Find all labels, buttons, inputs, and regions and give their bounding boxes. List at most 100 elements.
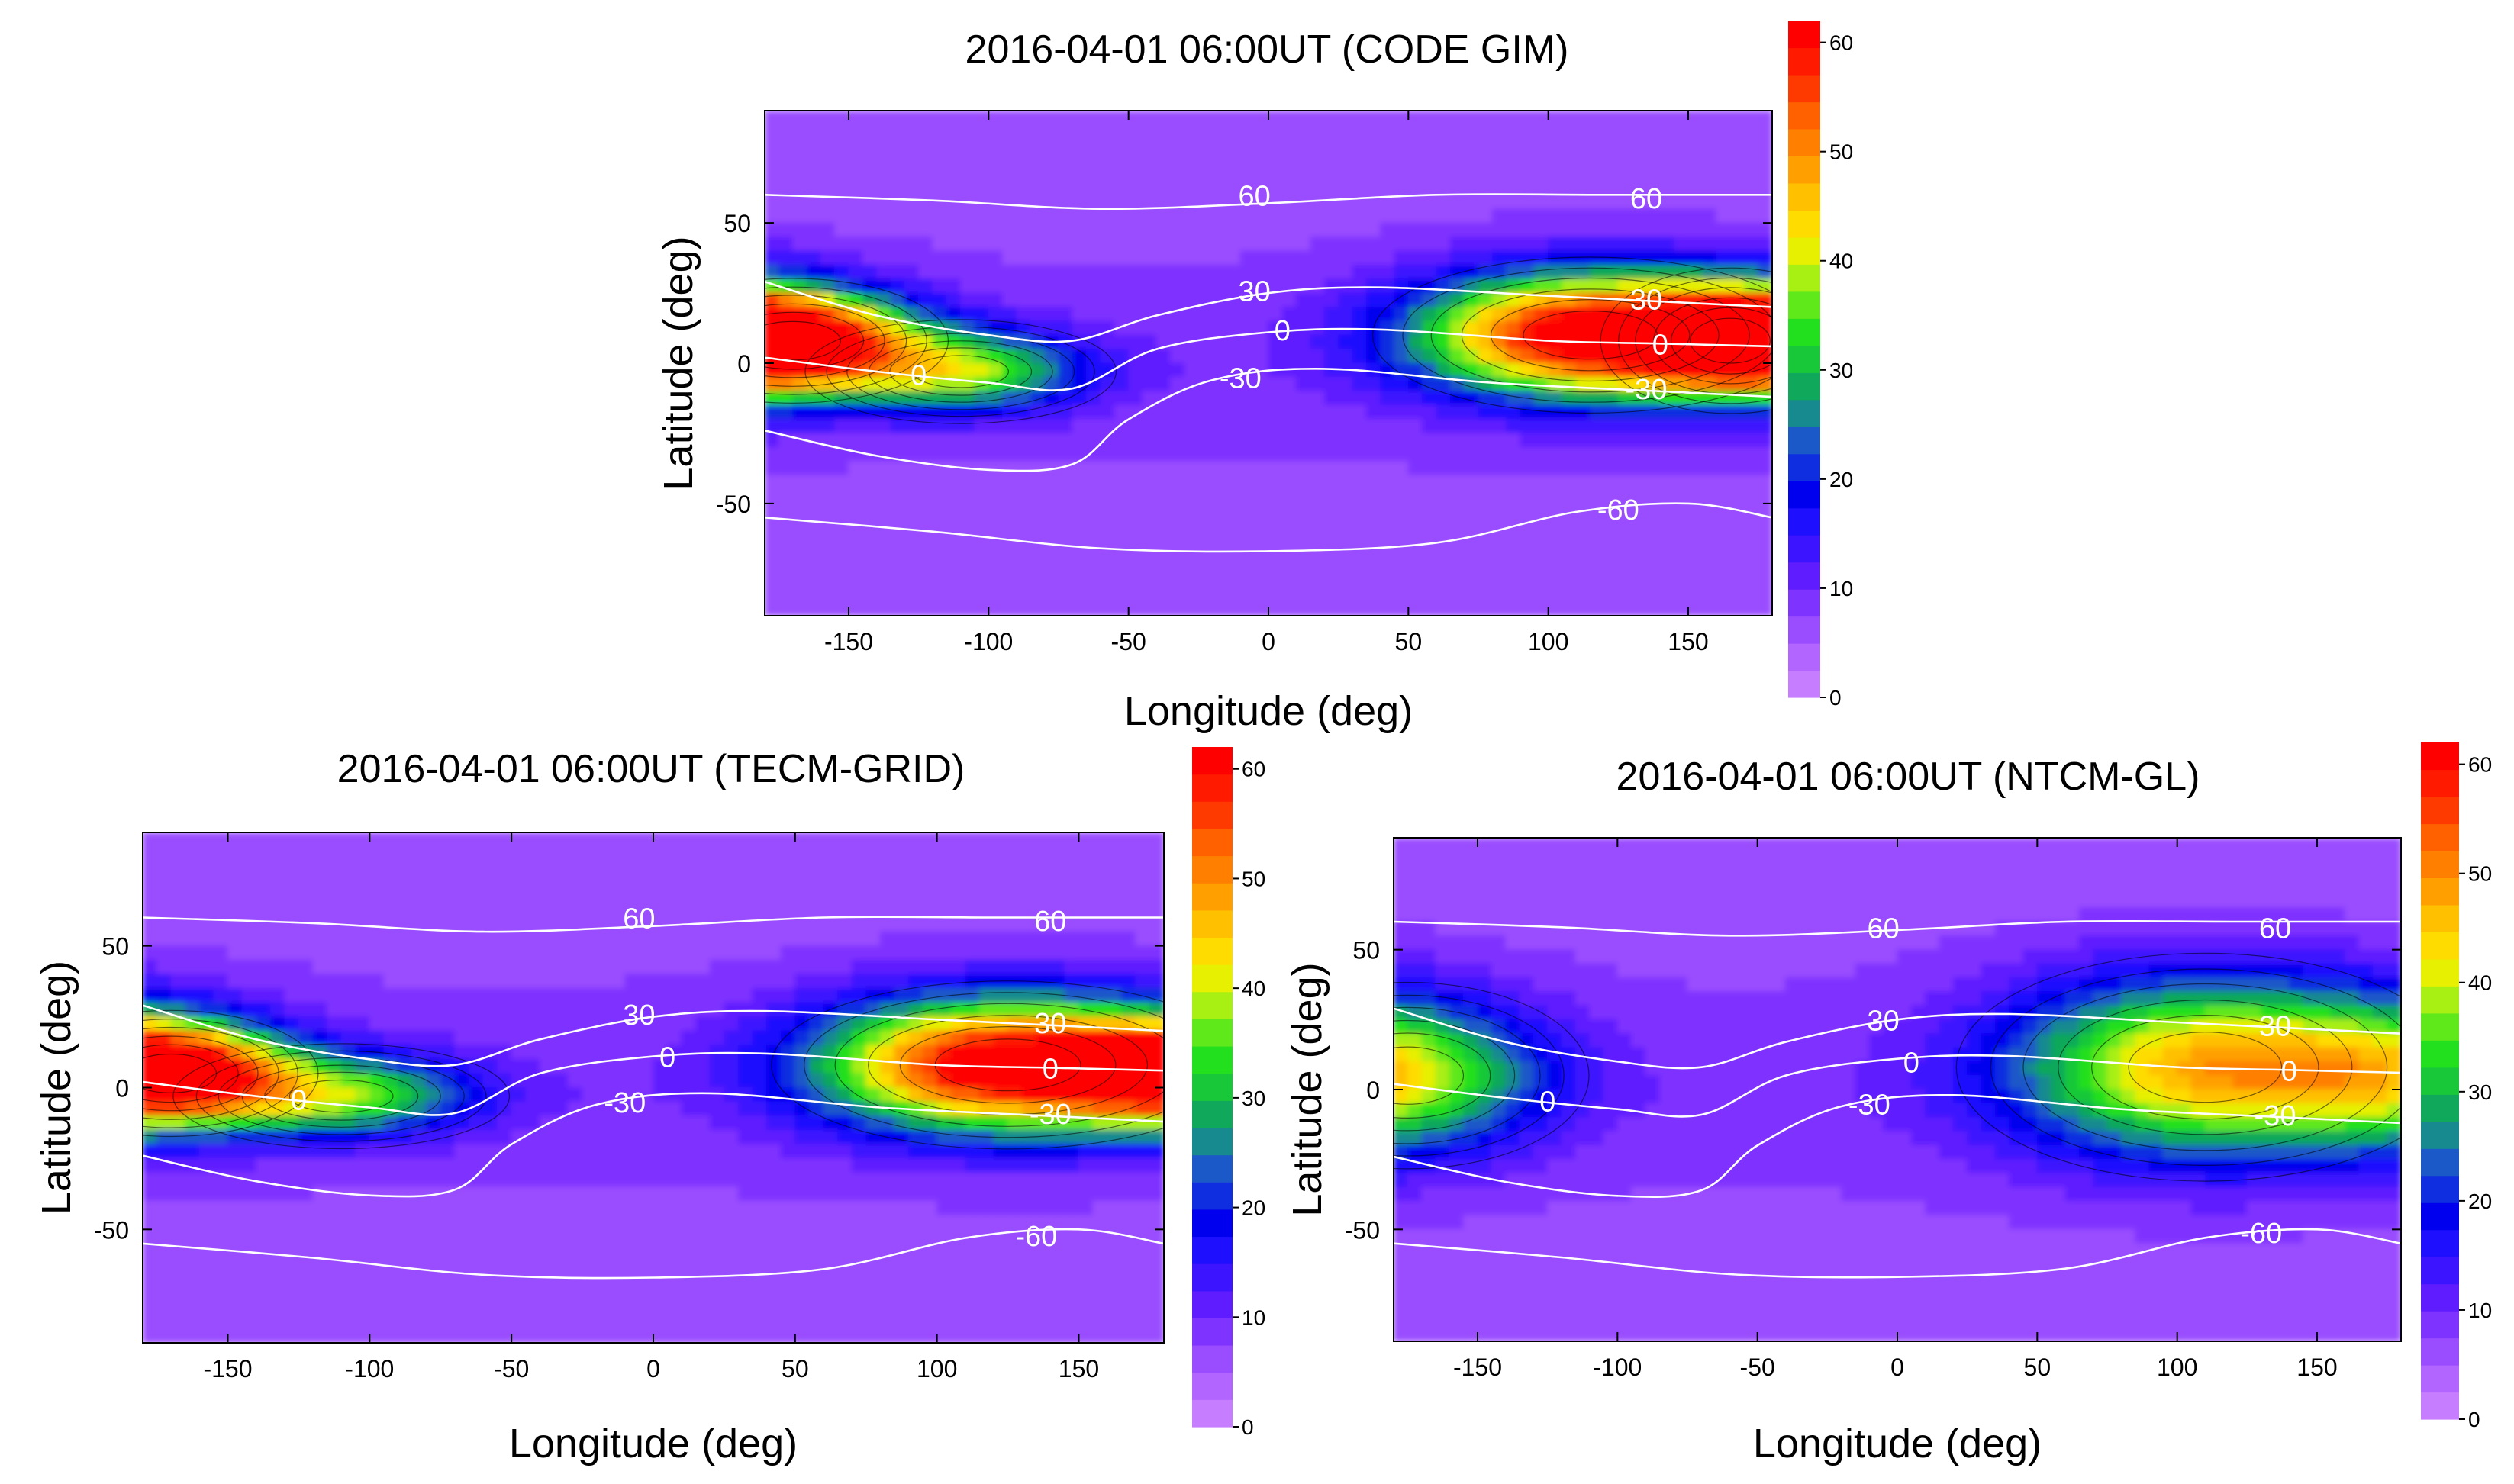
heatmap-cell bbox=[1562, 489, 1577, 504]
heatmap-cell bbox=[808, 1186, 824, 1202]
heatmap-cell bbox=[1007, 1045, 1023, 1061]
heatmap-cell bbox=[198, 1200, 214, 1216]
heatmap-cell bbox=[312, 959, 328, 975]
heatmap-cell bbox=[1422, 208, 1437, 224]
heatmap-cell bbox=[482, 888, 498, 904]
heatmap-cell bbox=[1268, 124, 1283, 140]
heatmap-cell bbox=[922, 874, 938, 890]
heatmap-cell bbox=[1197, 349, 1213, 364]
heatmap-cell bbox=[1226, 391, 1241, 406]
heatmap-cell bbox=[1212, 601, 1227, 616]
heatmap-cell bbox=[848, 559, 863, 575]
heatmap-cell bbox=[327, 1002, 342, 1018]
heatmap-cell bbox=[1645, 587, 1661, 603]
heatmap-cell bbox=[653, 959, 669, 975]
heatmap-cell bbox=[1184, 111, 1199, 126]
colorbar-swatch bbox=[1788, 291, 1820, 319]
heatmap-cell bbox=[908, 1228, 923, 1244]
heatmap-cell bbox=[823, 1101, 839, 1117]
heatmap-cell bbox=[922, 846, 938, 861]
heatmap-cell bbox=[596, 945, 611, 961]
heatmap-cell bbox=[340, 874, 356, 890]
heatmap-cell bbox=[950, 1172, 966, 1188]
heatmap-cell bbox=[1212, 111, 1227, 126]
heatmap-cell bbox=[482, 1228, 498, 1244]
heatmap-cell bbox=[596, 1101, 611, 1117]
heatmap-cell bbox=[724, 888, 740, 904]
heatmap-cell bbox=[1659, 138, 1675, 153]
heatmap-cell bbox=[1310, 362, 1325, 378]
heatmap-cell bbox=[143, 903, 158, 919]
heatmap-cell bbox=[568, 846, 583, 861]
heatmap-cell bbox=[834, 446, 849, 462]
heatmap-cell bbox=[1058, 531, 1073, 546]
heatmap-cell bbox=[653, 917, 669, 932]
heatmap-cell bbox=[1197, 152, 1213, 168]
heatmap-cell bbox=[1049, 1172, 1065, 1188]
heatmap-cell bbox=[820, 517, 836, 533]
heatmap-cell bbox=[497, 860, 512, 876]
heatmap-cell bbox=[1072, 545, 1088, 561]
heatmap-cell bbox=[398, 1087, 413, 1103]
heatmap-cell bbox=[411, 987, 427, 1003]
heatmap-cell bbox=[1092, 903, 1108, 919]
heatmap-cell bbox=[752, 1228, 768, 1244]
heatmap-cell bbox=[256, 1243, 271, 1259]
heatmap-cell bbox=[143, 1101, 158, 1117]
heatmap-cell bbox=[482, 1073, 498, 1089]
heatmap-cell bbox=[582, 1200, 598, 1216]
heatmap-cell bbox=[862, 461, 878, 476]
heatmap-cell bbox=[1036, 987, 1052, 1003]
heatmap-cell bbox=[1716, 489, 1731, 504]
heatmap-cell bbox=[1687, 111, 1703, 126]
heatmap-cell bbox=[497, 1030, 512, 1046]
heatmap-cell bbox=[411, 1144, 427, 1160]
heatmap-cell bbox=[1617, 362, 1633, 378]
heatmap-cell bbox=[511, 917, 527, 932]
heatmap-cell bbox=[932, 419, 947, 434]
heatmap-cell bbox=[1436, 180, 1451, 195]
heatmap-cell bbox=[988, 166, 1004, 182]
heatmap-cell bbox=[327, 1144, 342, 1160]
heatmap-cell bbox=[327, 1215, 342, 1231]
heatmap-cell bbox=[1743, 208, 1759, 224]
heatmap-cell bbox=[862, 391, 878, 406]
heatmap-cell bbox=[241, 917, 257, 932]
heatmap-cell bbox=[1562, 250, 1577, 266]
heatmap-cell bbox=[454, 1243, 470, 1259]
heatmap-cell bbox=[369, 1144, 385, 1160]
heatmap-cell bbox=[1632, 208, 1647, 224]
heatmap-cell bbox=[143, 1144, 158, 1160]
heatmap-cell bbox=[582, 1087, 598, 1103]
heatmap-cell bbox=[1380, 334, 1395, 350]
heatmap-cell bbox=[794, 1172, 811, 1188]
heatmap-cell bbox=[1380, 419, 1395, 434]
heatmap-cell bbox=[1394, 264, 1409, 280]
heatmap-cell bbox=[454, 1172, 470, 1188]
heatmap-cell bbox=[1701, 237, 1717, 252]
heatmap-cell bbox=[808, 903, 824, 919]
heatmap-cell bbox=[865, 1228, 882, 1244]
heatmap-cell bbox=[298, 860, 314, 876]
heatmap-cell bbox=[1394, 446, 1409, 462]
heatmap-cell bbox=[988, 222, 1004, 238]
heatmap-cell bbox=[894, 974, 910, 990]
heatmap-cell bbox=[936, 832, 952, 848]
heatmap-cell bbox=[808, 1030, 824, 1046]
heatmap-cell bbox=[1548, 138, 1563, 153]
heatmap-cell bbox=[851, 874, 867, 890]
heatmap-cell bbox=[695, 888, 711, 904]
heatmap-cell bbox=[610, 1186, 626, 1202]
heatmap-cell bbox=[638, 945, 654, 961]
heatmap-cell bbox=[1128, 334, 1143, 350]
heatmap-cell bbox=[1436, 446, 1451, 462]
heatmap-cell bbox=[993, 874, 1009, 890]
heatmap-cell bbox=[1674, 362, 1689, 378]
heatmap-cell bbox=[806, 264, 821, 280]
heatmap-cell bbox=[525, 1271, 541, 1287]
heatmap-cell bbox=[1212, 264, 1227, 280]
heatmap-cell bbox=[1687, 250, 1703, 266]
heatmap-cell bbox=[1107, 1002, 1122, 1018]
heatmap-cell bbox=[1478, 292, 1493, 308]
